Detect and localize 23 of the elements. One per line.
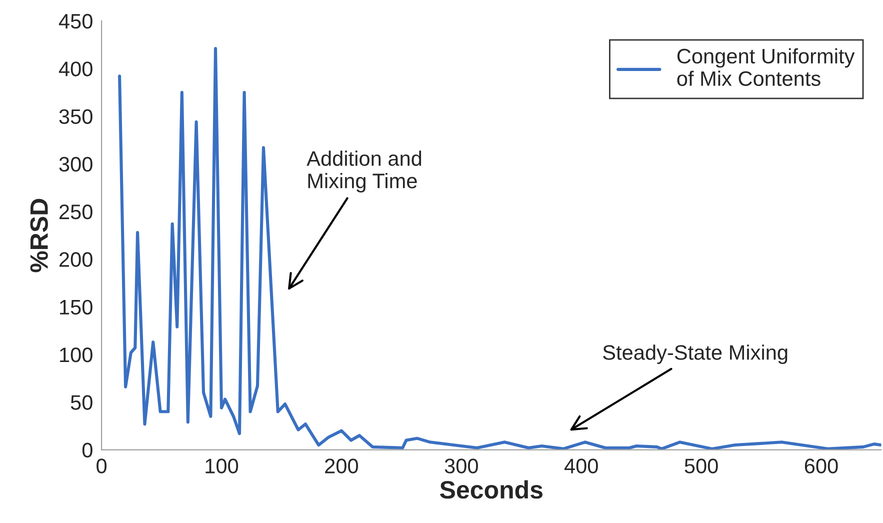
annotation: Addition and Mixing Time: [306, 150, 422, 192]
y-tick-label: 200: [60, 252, 92, 267]
annotation: Steady-State Mixing: [603, 344, 788, 364]
x-tick-label: 200: [325, 458, 358, 474]
legend-label: Congent Uniformity of Mix Contents: [677, 48, 855, 86]
x-tick-label: 400: [564, 458, 598, 474]
x-axis-title: Seconds: [440, 480, 542, 499]
x-tick-label: 500: [684, 458, 718, 474]
line-series: [118, 47, 882, 450]
y-tick-label: 350: [59, 109, 92, 124]
y-tick-label: 150: [60, 300, 92, 315]
y-tick-label: 250: [60, 204, 92, 220]
x-tick-label: 600: [804, 458, 838, 474]
x-tick-label: 0: [96, 458, 107, 474]
y-tick-label: 0: [82, 442, 92, 458]
y-tick-label: 450: [58, 14, 92, 29]
x-tick-label: 100: [206, 458, 238, 474]
y-tick-label: 400: [58, 62, 92, 76]
y-axis-title: %RSD: [30, 198, 48, 272]
y-tick-label: 50: [70, 395, 92, 410]
y-tick-label: 300: [59, 156, 92, 172]
x-tick-label: 300: [444, 458, 478, 474]
y-tick-label: 100: [60, 347, 92, 362]
